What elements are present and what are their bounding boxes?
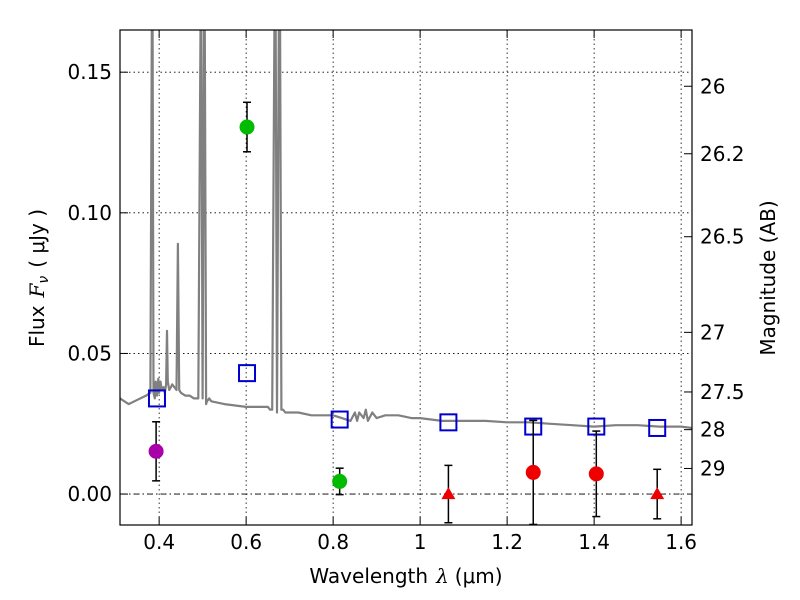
y-axis-label: FluxFν( μJy ) [25,209,52,347]
x-tick-label: 1.2 [491,530,523,554]
x-tick-label: 0.6 [230,530,262,554]
x-tick-label: 1.4 [578,530,610,554]
plot-frame [119,29,693,526]
y-tick-label: 0.05 [67,341,112,365]
magnitude-tick-label: 27.5 [700,380,745,404]
magnitude-tick-label: 26.2 [700,142,745,166]
magnitude-tick-label: 26.5 [700,225,745,249]
model-photometry-square [648,418,667,437]
plot-area [120,30,692,525]
magnitude-tick-label: 26 [700,74,725,98]
magnitude-tick-label: 29 [700,456,725,480]
x-tick-label: 1 [414,530,427,554]
y-tick-label: 0.10 [67,201,112,225]
photometry-point [148,443,164,459]
photometry-point [588,466,604,482]
model-photometry-square [439,413,458,432]
y-axis-ticks: 0.00 0.05 0.10 0.15 [67,60,128,506]
photometry-point [525,464,541,480]
photometry-point [239,119,255,135]
model-photometry-square [238,364,257,383]
model-photometry-square [147,389,166,408]
x-tick-label: 0.8 [317,530,349,554]
y-tick-label: 0.00 [67,482,112,506]
x-axis-ticks: 0.4 0.6 0.8 1 1.2 1.4 1.6 [143,30,697,554]
magnitude-tick-label: 28 [700,418,725,442]
upper-limit-triangle [650,487,665,500]
photometry-point [332,473,348,489]
x-tick-label: 0.4 [143,530,175,554]
magnitude-axis-label: Magnitude (AB) [756,200,780,355]
x-axis-label: Wavelength λ (μm) [309,564,502,588]
x-tick-label: 1.6 [665,530,697,554]
magnitude-tick-label: 27 [700,320,725,344]
magnitude-axis-ticks: 26 26.2 26.5 27 27.5 28 29 [684,74,745,480]
model-spectrum-line [120,30,692,430]
model-photometry-square [330,410,349,429]
y-tick-label: 0.15 [67,60,112,84]
upper-limit-triangle [441,487,456,500]
